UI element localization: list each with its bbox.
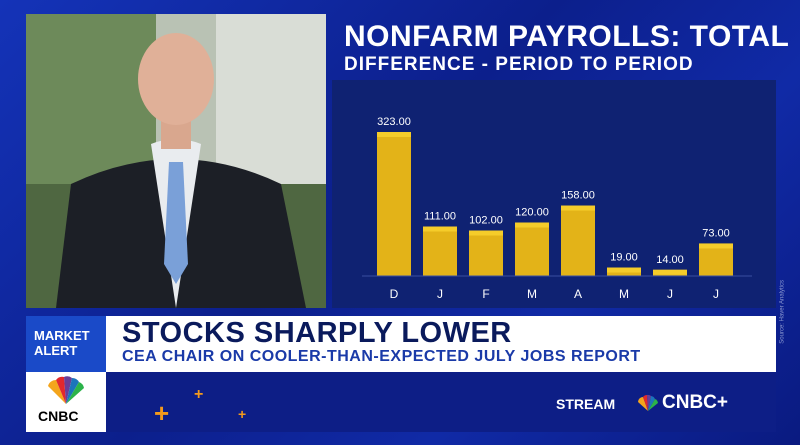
headline: STOCKS SHARPLY LOWER: [122, 317, 512, 349]
bar-7: [699, 243, 733, 276]
tick-label-1: J: [437, 287, 443, 301]
source-note: Source: Haver Analytics: [780, 280, 786, 344]
chart-title: NONFARM PAYROLLS: TOTAL: [344, 20, 790, 53]
chart-panel: NONFARM PAYROLLS: TOTAL DIFFERENCE - PER…: [332, 12, 789, 344]
data-label-0: 323.00: [377, 116, 411, 128]
data-label-4: 158.00: [561, 190, 595, 202]
data-label-5: 19.00: [610, 252, 638, 264]
bar-cap-6: [653, 269, 687, 275]
data-label-7: 73.00: [702, 227, 730, 239]
bar-cap-4: [561, 205, 595, 211]
cnbc-logo-text: CNBC: [38, 408, 79, 424]
plus-icon: +: [238, 406, 247, 422]
bar-chart: 323.00 D 111.00 J 102.00 F 120.00 M 158.00 A 19.00…: [362, 116, 752, 301]
bar-1: [423, 226, 457, 276]
data-label-2: 102.00: [469, 215, 503, 227]
bar-3: [515, 222, 549, 276]
bar-0: [377, 132, 411, 276]
bar-4: [561, 205, 595, 276]
tick-label-4: A: [574, 287, 582, 301]
cnbc-logo: CNBC: [26, 372, 106, 432]
bar-2: [469, 230, 503, 276]
tick-label-7: J: [713, 287, 719, 301]
tick-label-3: M: [527, 287, 537, 301]
bar-cap-2: [469, 230, 503, 236]
bar-cap-1: [423, 226, 457, 232]
bar-cap-3: [515, 222, 549, 228]
market-alert-badge: MARKET ALERT: [26, 316, 106, 372]
speaker-illustration: [26, 14, 326, 308]
bar-cap-0: [377, 132, 411, 137]
video-feed: [26, 14, 326, 308]
peacock-icon: [638, 394, 658, 411]
bar-cap-7: [699, 243, 733, 249]
bottom-bar: CNBC + + + STREAM CNBC+: [26, 372, 776, 432]
tick-label-5: M: [619, 287, 629, 301]
plot-area: 323.00 D 111.00 J 102.00 F 120.00 M 158.00 A 19.00…: [332, 80, 786, 344]
peacock-icon: [48, 376, 84, 404]
subheadline: CEA CHAIR ON COOLER-THAN-EXPECTED JULY J…: [122, 348, 641, 365]
tick-label-6: J: [667, 287, 673, 301]
data-label-3: 120.00: [515, 207, 549, 219]
tick-label-0: D: [390, 287, 399, 301]
lower-third: MARKET ALERT STOCKS SHARPLY LOWER CEA CH…: [26, 316, 776, 372]
chart-subtitle: DIFFERENCE - PERIOD TO PERIOD: [344, 54, 694, 75]
data-label-6: 14.00: [656, 254, 684, 266]
data-label-1: 111.00: [424, 211, 456, 223]
tick-label-2: F: [482, 287, 489, 301]
cnbc-plus-label: CNBC+: [662, 392, 728, 413]
plus-icon: +: [154, 398, 170, 428]
bar-cap-5: [607, 267, 641, 273]
stream-label: STREAM: [556, 396, 616, 412]
plus-icon: +: [194, 386, 204, 403]
